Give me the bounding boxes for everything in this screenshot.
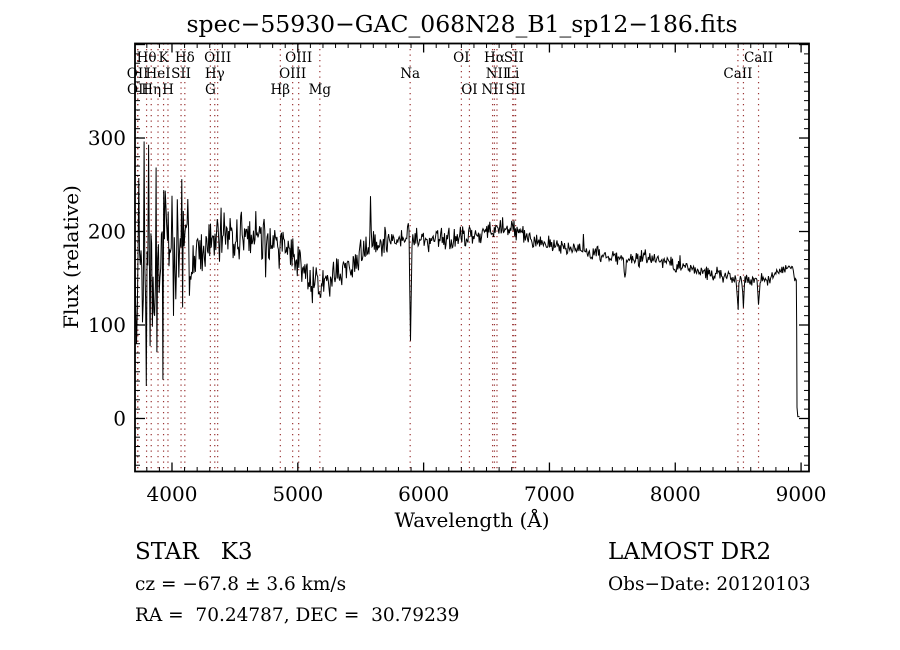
x-tick-label: 8000 (650, 482, 701, 506)
spectral-line-label: OI (453, 50, 469, 66)
ra-dec-label: RA = 70.24787, DEC = 30.79239 (135, 605, 459, 626)
spectral-line-label: CaII (744, 50, 773, 66)
x-tick-label: 6000 (398, 482, 449, 506)
spectral-line-label: HeI (145, 66, 170, 82)
x-axis-title: Wavelength (Å) (394, 507, 549, 532)
spectral-line-label: H (162, 82, 174, 98)
spectral-line-label: K (159, 50, 170, 66)
spectral-line-label: Mg (309, 82, 332, 98)
spectral-line-label: OIII (204, 50, 231, 66)
cz-value-label: cz = −67.8 ± 3.6 km/s (135, 574, 346, 595)
plot-frame (134, 42, 810, 473)
spectral-line-label: NII (486, 66, 508, 82)
spectral-line-label: Na (400, 66, 420, 82)
survey-label: LAMOST DR2 (608, 539, 771, 565)
figure-title: spec−55930−GAC_068N28_B1_sp12−186.fits (186, 10, 737, 38)
spectral-line-label: OI (461, 82, 477, 98)
y-axis-title: Flux (relative) (59, 185, 83, 329)
spectral-line-label: SII (504, 50, 524, 66)
spectral-line-label: G (205, 82, 216, 98)
spectral-line-label: Li (506, 66, 520, 82)
spectral-line-label: SII (506, 82, 526, 98)
spectral-line-label: OII (127, 82, 149, 98)
x-tick-label: 4000 (147, 482, 198, 506)
x-tick-label: 7000 (524, 482, 575, 506)
spectral-line-label: NII (481, 82, 503, 98)
spectral-line-label: Hβ (271, 82, 291, 98)
spectral-line-label: Hα (484, 50, 505, 66)
spectral-line-label: Hδ (175, 50, 195, 66)
y-tick-label: 300 (88, 126, 126, 150)
spectral-line-label: OII (127, 66, 149, 82)
object-class-label: STAR K3 (135, 539, 253, 565)
spectral-line-label: SII (171, 66, 191, 82)
obs-date-label: Obs−Date: 20120103 (608, 574, 811, 595)
spectral-line-label: Hη (141, 82, 161, 98)
y-tick-label: 200 (88, 220, 126, 244)
spectral-line-label: CaII (723, 66, 752, 82)
y-tick-label: 100 (88, 313, 126, 337)
spectral-line-label: OIII (285, 50, 312, 66)
x-tick-label: 9000 (776, 482, 827, 506)
spectral-line-label: OIII (279, 66, 306, 82)
spectral-line-label: Hθ (137, 50, 157, 66)
y-tick-label: 0 (113, 406, 126, 430)
x-tick-label: 5000 (272, 482, 323, 506)
spectrum-line (134, 141, 800, 418)
spectral-line-label: Hγ (205, 66, 225, 82)
